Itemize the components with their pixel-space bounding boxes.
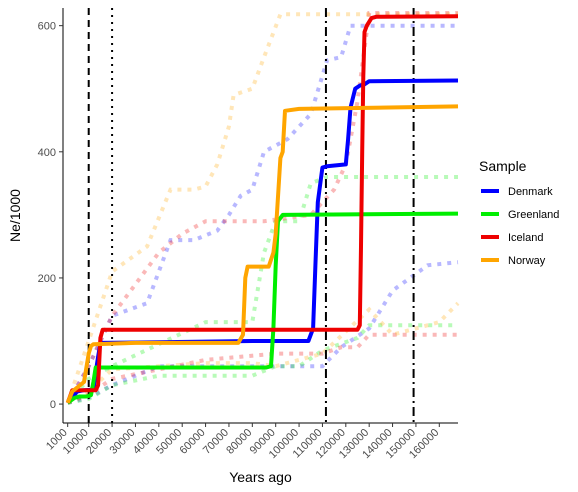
y-tick-label: 600: [38, 21, 56, 33]
band-lower-greenland: [67, 323, 458, 405]
x-tick-label: 30000: [107, 427, 137, 457]
y-tick-label: 400: [38, 147, 56, 159]
band-upper-iceland: [65, 11, 458, 404]
band-upper-greenland: [66, 175, 458, 405]
axes: 0200400600100010000200003000040000500006…: [38, 8, 458, 461]
reference-lines: [87, 8, 415, 423]
x-tick-label: 40000: [131, 427, 161, 457]
legend-label-iceland: Iceland: [508, 232, 543, 244]
band-upper-norway: [65, 12, 458, 404]
x-axis-title: Years ago: [229, 469, 292, 485]
y-tick-label: 0: [50, 399, 56, 411]
x-tick-label: 80000: [224, 427, 254, 457]
series-lines: [65, 14, 459, 405]
series-line-greenland: [66, 211, 459, 405]
y-axis-title: Ne/1000: [7, 189, 23, 242]
x-tick-label: 60000: [178, 427, 208, 457]
band-lower-denmark: [67, 260, 459, 405]
legend-title: Sample: [479, 158, 527, 174]
series-line-iceland: [65, 14, 459, 404]
legend: Sample Denmark Greenland Iceland Norway: [479, 158, 559, 267]
x-tick-label: 20000: [84, 427, 114, 457]
series-line-norway: [65, 104, 459, 404]
x-tick-label: 50000: [154, 427, 184, 457]
band-lower-norway: [66, 301, 460, 405]
x-tick-label: 70000: [201, 427, 231, 457]
y-tick-label: 200: [38, 273, 56, 285]
band-upper-denmark: [65, 23, 458, 404]
legend-label-denmark: Denmark: [508, 186, 553, 198]
legend-label-norway: Norway: [508, 255, 546, 267]
confidence-bands: [65, 11, 460, 405]
legend-label-greenland: Greenland: [508, 209, 559, 221]
